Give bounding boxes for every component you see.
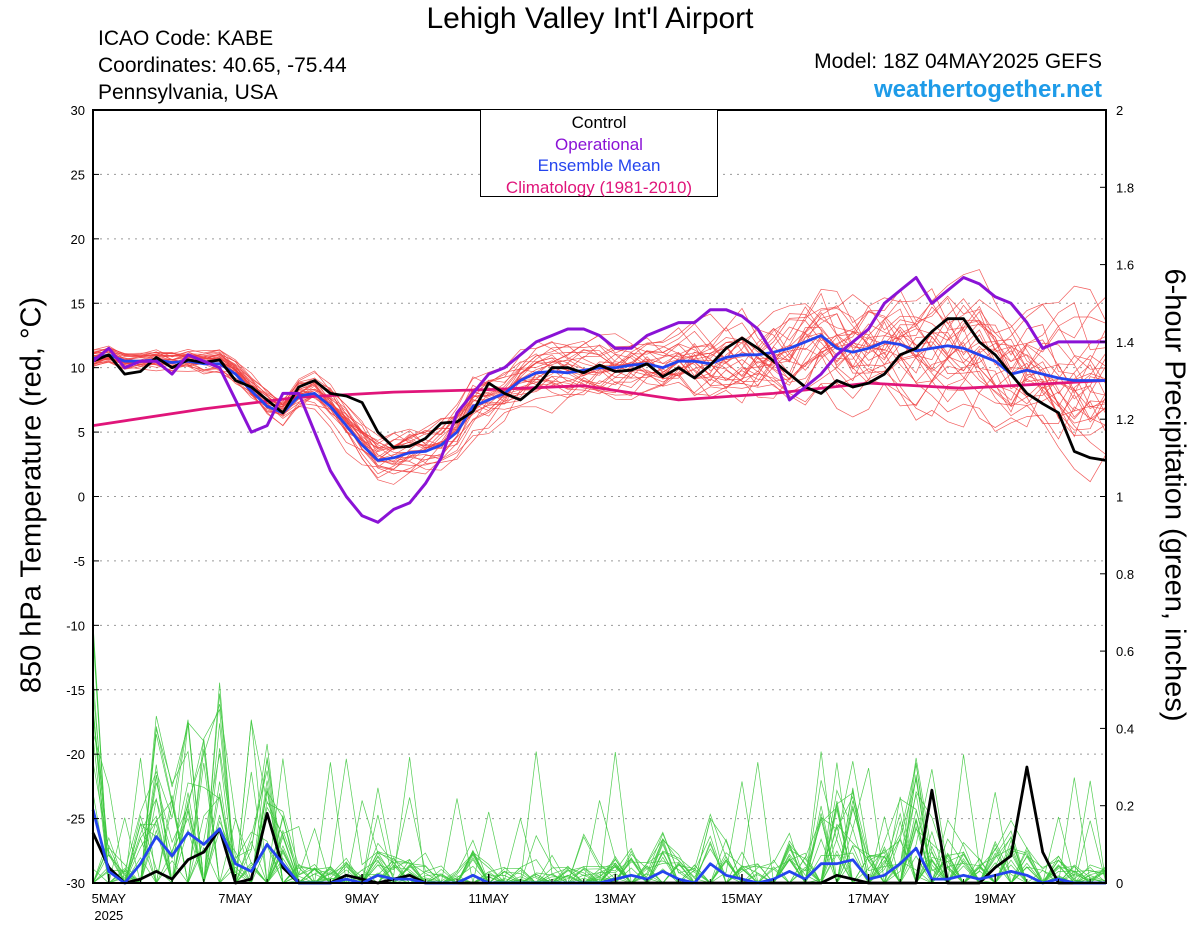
y2-tick-label: 1.4 <box>1116 335 1134 350</box>
legend-climatology: Climatology (1981-2010) <box>505 177 693 197</box>
precip-member-line <box>92 622 1107 885</box>
y2-tick-label: 1 <box>1116 490 1123 505</box>
x-tick-label: 15MAY <box>721 891 763 906</box>
legend-operational: Operational <box>555 134 643 154</box>
legend-mean: Ensemble Mean <box>537 156 661 175</box>
legend-control: Control <box>571 113 627 132</box>
y-tick-label: 5 <box>78 425 85 440</box>
x-tick-label: 17MAY <box>848 891 890 906</box>
member-line <box>92 343 1107 475</box>
member-line <box>92 328 1107 485</box>
model-run: Model: 18Z 04MAY2025 GEFS <box>814 50 1102 73</box>
y-tick-label: 10 <box>71 361 85 376</box>
y2-tick-label: 0.8 <box>1116 567 1134 582</box>
grid-lines <box>93 173 1106 820</box>
y2-tick-label: 0.6 <box>1116 644 1134 659</box>
y-tick-label: 15 <box>71 296 85 311</box>
y-axis-label-left: 850 hPa Temperature (red, °C) <box>15 296 48 694</box>
precip-member-line <box>93 758 1107 884</box>
y-tick-label: 30 <box>71 103 85 118</box>
y2-tick-label: 1.6 <box>1116 258 1134 273</box>
y2-tick-label: 1.2 <box>1116 412 1134 427</box>
y-tick-label: -20 <box>66 747 85 762</box>
climatology-line <box>92 379 1107 427</box>
member-line <box>92 316 1107 475</box>
y-tick-label: -15 <box>66 683 85 698</box>
precip-member-line <box>92 711 1106 884</box>
y-tick-label: 25 <box>71 167 85 182</box>
region: Pennsylvania, USA <box>98 81 278 104</box>
precip-member-lines <box>92 622 1107 885</box>
member-line <box>92 329 1107 449</box>
member-line <box>92 305 1107 461</box>
x-tick-sublabel: 2025 <box>94 908 123 923</box>
control-line <box>92 317 1107 462</box>
icao-code: ICAO Code: KABE <box>98 27 274 50</box>
y2-tick-label: 0 <box>1116 876 1123 891</box>
precip-member-line <box>92 675 1107 884</box>
x-tick-label: 7MAY <box>218 891 253 906</box>
precip-member-line <box>92 707 1106 884</box>
member-line <box>92 334 1107 459</box>
member-line <box>92 329 1107 463</box>
x-tick-label: 19MAY <box>974 891 1016 906</box>
mean-line <box>92 334 1106 462</box>
chart-title: Lehigh Valley Int'l Airport <box>426 2 754 35</box>
operational-line <box>92 276 1106 524</box>
precip-member-line <box>92 735 1106 885</box>
y2-tick-label: 1.8 <box>1116 180 1134 195</box>
x-tick-label: 11MAY <box>468 891 509 906</box>
coordinates: Coordinates: 40.65, -75.44 <box>98 54 347 77</box>
x-tick-label: 13MAY <box>594 891 636 906</box>
y-tick-label: -10 <box>66 618 85 633</box>
axes: 302520151050-5-10-15-20-25-3021.81.61.41… <box>66 103 1134 923</box>
y-tick-label: -25 <box>66 812 85 827</box>
y2-tick-label: 0.4 <box>1116 721 1134 736</box>
precip-member-line <box>92 705 1107 884</box>
ensemble-member-lines <box>92 269 1107 485</box>
precip-member-line <box>93 743 1107 885</box>
x-tick-label: 9MAY <box>345 891 380 906</box>
x-tick-label: 5MAY <box>92 891 127 906</box>
legend: Control Operational Ensemble Mean Climat… <box>480 109 718 197</box>
site-link[interactable]: weathertogether.net <box>873 76 1102 103</box>
precip-member-line <box>92 734 1106 884</box>
y-axis-label-right: 6-hour Precipitation (green, inches) <box>1158 268 1191 722</box>
member-line <box>92 316 1107 473</box>
y-tick-label: 20 <box>71 232 85 247</box>
y2-tick-label: 2 <box>1116 103 1123 118</box>
y-tick-label: 0 <box>78 490 85 505</box>
y-tick-label: -5 <box>73 554 85 569</box>
y-tick-label: -30 <box>66 876 85 891</box>
y2-tick-label: 0.2 <box>1116 799 1134 814</box>
